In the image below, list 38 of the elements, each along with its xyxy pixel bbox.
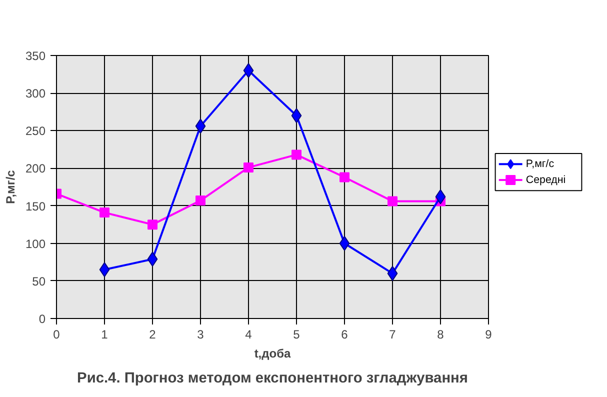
x-tick-label: 3	[197, 328, 204, 342]
point	[388, 196, 398, 206]
point	[196, 196, 206, 206]
x-tick-label: 6	[341, 328, 348, 342]
point	[435, 189, 446, 204]
y-tick-label: 200	[25, 162, 46, 176]
y-tick-label: 250	[25, 124, 46, 138]
point	[99, 262, 110, 278]
point	[147, 252, 158, 267]
x-tick-label: 0	[53, 328, 60, 342]
y-axis-title: P,мг/с	[3, 170, 18, 204]
x-tick-label: 1	[101, 328, 108, 342]
x-tick-label: 8	[437, 328, 444, 342]
legend-label: Середні	[526, 174, 566, 186]
point	[100, 208, 110, 218]
point	[291, 108, 302, 124]
x-tick-label: 2	[149, 328, 156, 342]
point	[243, 63, 254, 78]
legend-label: P,мг/с	[526, 158, 555, 170]
y-tick-label: 150	[25, 199, 46, 214]
y-tick-label: 100	[25, 236, 46, 251]
x-tick-label: 9	[485, 328, 492, 342]
x-tick-label: 5	[293, 328, 300, 342]
x-tick-label: 4	[245, 328, 252, 342]
point	[339, 236, 350, 251]
point	[244, 162, 254, 172]
y-tick-label: 300	[25, 86, 46, 101]
point	[387, 266, 398, 281]
point	[148, 220, 158, 230]
x-axis-title: t,доба	[254, 346, 292, 360]
y-tick-label: 350	[25, 49, 46, 63]
point	[195, 118, 206, 134]
y-tick-label: 0	[38, 312, 46, 326]
point	[292, 150, 302, 160]
text: Рис.4. Прогноз методом експонентного згладжування	[77, 370, 468, 386]
point	[340, 172, 350, 182]
y-tick-label: 50	[32, 274, 46, 288]
x-tick-label: 7	[389, 328, 396, 342]
